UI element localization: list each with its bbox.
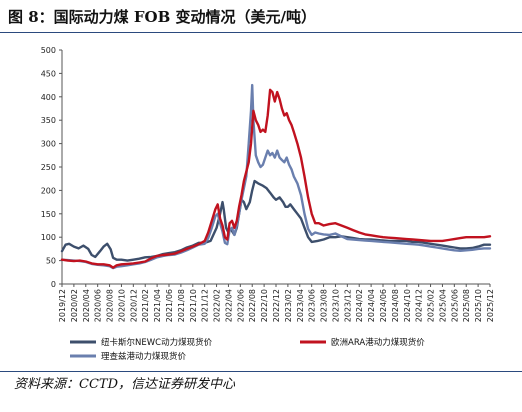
x-tick-label: 2022/04 [224,289,233,322]
x-tick-label: 2022/02 [213,289,222,322]
x-tick-label: 2020/06 [94,289,103,322]
richards-bay-series-line [60,83,492,270]
x-tick-label: 2021/02 [141,289,150,322]
source-divider [0,371,522,372]
legend-item-richards-bay-label: 理查兹港动力煤现货价 [101,351,187,362]
x-tick-label: 2025/02 [427,289,436,322]
y-tick-label: 450 [41,69,56,78]
chart-axes [61,50,490,285]
x-tick-label: 2024/12 [415,289,424,322]
y-axis-ticks: 0 50 100 150 200 250 300 350 400 450 500 [41,46,62,289]
chart-series [60,83,492,270]
x-tick-label: 2023/06 [308,289,317,322]
x-tick-label: 2022/06 [236,289,245,322]
x-tick-label: 2023/04 [296,289,305,322]
x-tick-label: 2025/10 [474,289,483,322]
x-tick-label: 2023/08 [320,289,329,322]
legend-item-ara-label: 欧洲ARA港动力煤现货价 [331,337,425,348]
x-tick-label: 2020/04 [82,289,91,322]
x-tick-label: 2024/10 [403,289,412,322]
x-tick-label: 2022/10 [260,289,269,322]
y-tick-label: 50 [46,257,56,266]
x-tick-label: 2025/12 [486,289,495,322]
y-tick-label: 250 [41,163,56,172]
y-tick-label: 400 [41,93,56,102]
x-axis-ticks: 2019/12 2020/02 2020/04 2020/06 2020/08 2020/… [58,284,495,322]
x-tick-label: 2025/04 [438,289,447,322]
newc-series-line [60,179,492,262]
x-tick-label: 2022/08 [248,289,257,322]
x-tick-label: 2023/12 [343,289,352,322]
x-tick-label: 2021/08 [177,289,186,322]
y-tick-label: 150 [41,210,56,219]
y-tick-label: 100 [41,233,56,242]
x-tick-label: 2024/04 [367,289,376,322]
y-tick-label: 500 [41,46,56,55]
x-tick-label: 2022/12 [272,289,281,322]
x-tick-label: 2024/08 [391,289,400,322]
y-tick-label: 200 [41,186,56,195]
x-tick-label: 2019/12 [58,289,67,322]
x-tick-label: 2024/02 [355,289,364,322]
source-note: 资料来源：CCTD，信达证券研发中心 [14,377,235,392]
x-tick-label: 2020/12 [129,289,138,322]
x-tick-label: 2024/06 [379,289,388,322]
x-tick-label: 2023/02 [284,289,293,322]
y-tick-label: 350 [41,116,56,125]
y-tick-label: 300 [41,140,56,149]
x-tick-label: 2025/06 [450,289,459,322]
figure-title: 图 8：国际动力煤 FOB 变动情况（美元/吨） [8,8,316,26]
x-tick-label: 2020/10 [117,289,126,322]
x-tick-label: 2023/10 [331,289,340,322]
x-tick-label: 2021/04 [153,289,162,322]
x-tick-label: 2021/10 [189,289,198,322]
ara-series-line [60,88,492,269]
x-tick-label: 2020/08 [106,289,115,322]
y-tick-label: 0 [51,280,56,289]
x-tick-label: 2021/06 [165,289,174,322]
legend-item-newc-label: 纽卡斯尔NEWC动力煤现货价 [101,337,213,348]
x-tick-label: 2020/02 [70,289,79,322]
title-divider [0,32,522,33]
x-tick-label: 2025/08 [462,289,471,322]
x-tick-label: 2021/12 [201,289,210,322]
